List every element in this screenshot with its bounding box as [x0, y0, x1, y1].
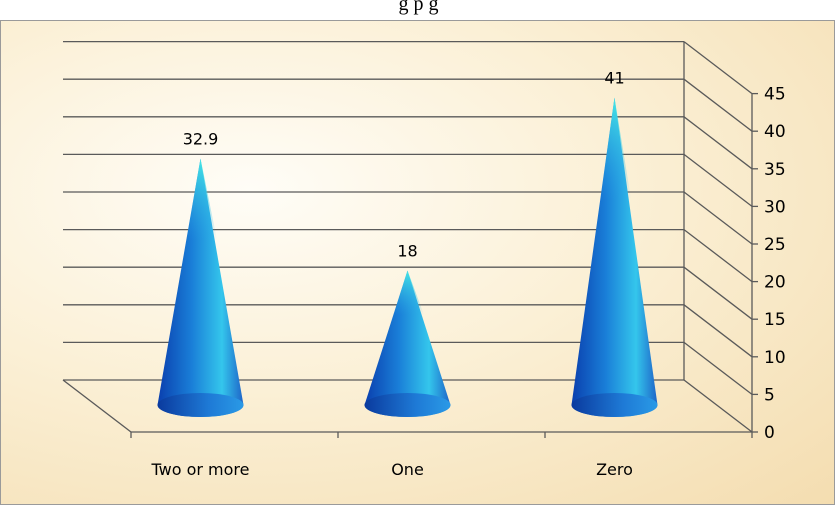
y-tick-label: 15 — [764, 310, 786, 330]
y-tick-label: 5 — [764, 385, 775, 405]
data-label: 18 — [397, 242, 417, 261]
cone-base — [157, 393, 244, 417]
y-tick-label: 25 — [764, 235, 786, 255]
gridline-side — [683, 304, 753, 358]
cone-one — [364, 270, 451, 417]
data-label: 41 — [604, 69, 624, 88]
axes — [130, 41, 758, 438]
y-tick-label: 30 — [764, 197, 786, 217]
chart-title-partial: g p g — [398, 0, 439, 15]
cone-zero — [571, 97, 658, 418]
cone-highlight — [381, 270, 438, 352]
y-tick-label: 40 — [764, 122, 786, 142]
gridline-side — [683, 379, 753, 433]
y-tick-label: 20 — [764, 273, 786, 293]
gridline-side — [683, 41, 753, 95]
cones — [157, 97, 658, 418]
cone-two-or-more — [157, 158, 244, 418]
gridline-side — [683, 266, 753, 320]
floor-left-edge — [62, 379, 132, 433]
y-tick-label: 45 — [764, 85, 786, 105]
gridlines — [62, 40, 753, 433]
cone-base — [571, 393, 658, 417]
labels: 0 5 10 15 20 25 30 35 40 45 32.9 Two or more 18 One 41… — [151, 69, 786, 479]
x-category-label: Two or more — [151, 460, 250, 479]
gridline-side — [683, 341, 753, 395]
cone-base — [364, 393, 451, 417]
gridline-side — [683, 191, 753, 245]
y-tick-label: 0 — [764, 423, 775, 443]
x-category-label: One — [391, 460, 424, 479]
gridline-side — [683, 229, 753, 283]
gridline-side — [683, 116, 753, 170]
y-tick-label: 35 — [764, 160, 786, 180]
y-tick-label: 10 — [764, 348, 786, 368]
chart-frame — [0, 20, 835, 505]
gridline-side — [683, 153, 753, 207]
data-label: 32.9 — [183, 130, 219, 149]
cone-highlight — [588, 97, 645, 283]
cone-highlight — [174, 158, 231, 307]
x-category-label: Zero — [596, 460, 633, 479]
gridline-side — [683, 78, 753, 132]
